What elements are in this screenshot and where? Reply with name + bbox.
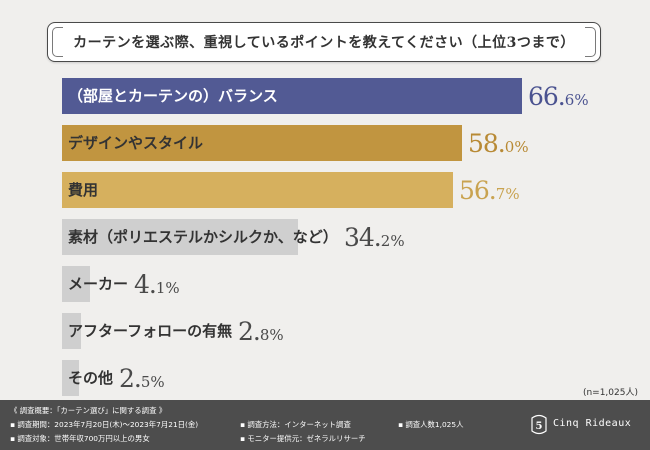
bar-4	[62, 219, 298, 255]
chart-title-box: カーテンを選ぶ際、重視しているポイントを教えてください（上位3つまで）	[47, 22, 601, 62]
bar-value-1: 66.6%	[528, 78, 589, 114]
bar-label-1: （部屋とカーテンの）バランス	[68, 87, 278, 105]
bar-value-pct-1: %	[574, 91, 589, 109]
brand-logo-glyph: 5	[536, 421, 543, 432]
bar-value-dec-3: 7	[495, 185, 506, 203]
bar-value-pct-5: %	[165, 279, 180, 297]
bar-value-pct-2: %	[514, 138, 529, 156]
bar-value-pct-7: %	[150, 373, 165, 391]
bar-7	[62, 360, 79, 396]
brand-name: Cinq Rideaux	[553, 418, 632, 429]
survey-footer: 《 調査概要：「カーテン選び」に関する調査 》 ▪ 調査期間：2023年7月20…	[0, 400, 650, 450]
bar-label-4: 素材（ポリエステルかシルクか、など）	[68, 228, 338, 246]
bar-value-int-3: 56.	[459, 176, 497, 205]
bar-value-4: 34.2%	[344, 219, 405, 255]
bar-value-dec-7: 5	[140, 373, 151, 391]
bar-value-int-1: 66.	[528, 82, 566, 111]
bar-value-int-2: 58.	[468, 129, 506, 158]
bar-value-dec-6: 8	[259, 326, 270, 344]
bar-label-5: メーカー	[68, 275, 129, 293]
chart-title: カーテンを選ぶ際、重視しているポイントを教えてください（上位3つまで）	[73, 35, 575, 51]
survey-count: ▪ 調査人数1,025人	[398, 420, 464, 429]
survey-method: ▪ 調査方法：インターネット調査	[240, 420, 351, 429]
bar-6	[62, 313, 81, 349]
bar-1	[62, 78, 522, 114]
bar-value-pct-4: %	[390, 232, 405, 250]
bar-value-int-5: 4.	[134, 270, 157, 299]
survey-target: ▪ 調査対象：世帯年収700万円以上の男女	[10, 434, 150, 443]
bar-label-2: デザインやスタイル	[68, 134, 204, 152]
bar-3	[62, 172, 453, 208]
bar-value-pct-3: %	[505, 185, 520, 203]
bar-value-3: 56.7%	[459, 172, 520, 208]
bar-value-int-7: 2.	[119, 364, 142, 393]
bar-value-5: 4.1%	[134, 266, 180, 302]
bar-value-dec-1: 6	[564, 91, 575, 109]
survey-provider: ▪ モニター提供元：ゼネラルリサーチ	[240, 434, 366, 443]
brand-logo-icon: 5	[531, 414, 547, 435]
bar-value-int-6: 2.	[238, 317, 261, 346]
bar-value-dec-4: 2	[380, 232, 391, 250]
bar-value-dec-5: 1	[155, 279, 166, 297]
bar-label-3: 費用	[68, 181, 99, 199]
bar-5	[62, 266, 90, 302]
bar-label-7: その他	[68, 369, 114, 387]
bar-value-int-4: 34.	[344, 223, 382, 252]
bar-label-6: アフターフォローの有無	[68, 322, 233, 340]
bar-value-7: 2.5%	[119, 360, 165, 396]
bar-value-dec-2: 0	[504, 138, 515, 156]
bar-value-2: 58.0%	[468, 125, 529, 161]
bar-2	[62, 125, 462, 161]
survey-summary: 《 調査概要：「カーテン選び」に関する調査 》	[10, 406, 167, 415]
survey-period: ▪ 調査期間：2023年7月20日(木)～2023年7月21日(金)	[10, 420, 199, 429]
sample-size-note: (n=1,025人)	[582, 388, 638, 398]
bar-value-6: 2.8%	[238, 313, 284, 349]
bar-value-pct-6: %	[269, 326, 284, 344]
